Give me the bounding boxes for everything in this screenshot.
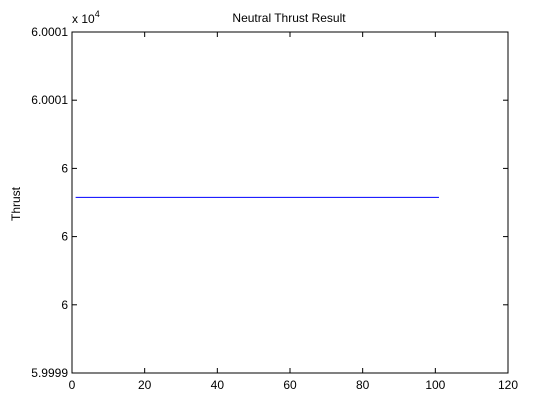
x-tick-label: 60 [283,378,297,392]
x-tick-label: 40 [211,378,225,392]
x-tick-label: 80 [356,378,370,392]
y-exponent-power: 4 [95,9,100,19]
y-axis-ticks: 5.9999 6 6 6 6.0001 6.0001 [31,25,508,380]
y-tick-label: 6.0001 [31,93,68,107]
x-axis-ticks: 0 20 40 60 80 100 120 [69,32,518,392]
chart-title: Neutral Thrust Result [232,11,346,25]
y-axis-exponent: x 104 [72,9,100,26]
y-tick-label: 6.0001 [31,25,68,39]
y-tick-label: 6 [61,161,68,175]
x-tick-label: 120 [498,378,518,392]
plot-area [71,31,509,374]
x-tick-label: 0 [69,378,76,392]
y-tick-label: 6 [61,230,68,244]
y-tick-label: 5.9999 [31,366,68,380]
x-tick-label: 20 [138,378,152,392]
y-axis-label: Thrust [9,186,23,221]
y-exponent-base: x 10 [72,12,95,26]
y-tick-label: 6 [61,298,68,312]
x-tick-label: 100 [425,378,445,392]
